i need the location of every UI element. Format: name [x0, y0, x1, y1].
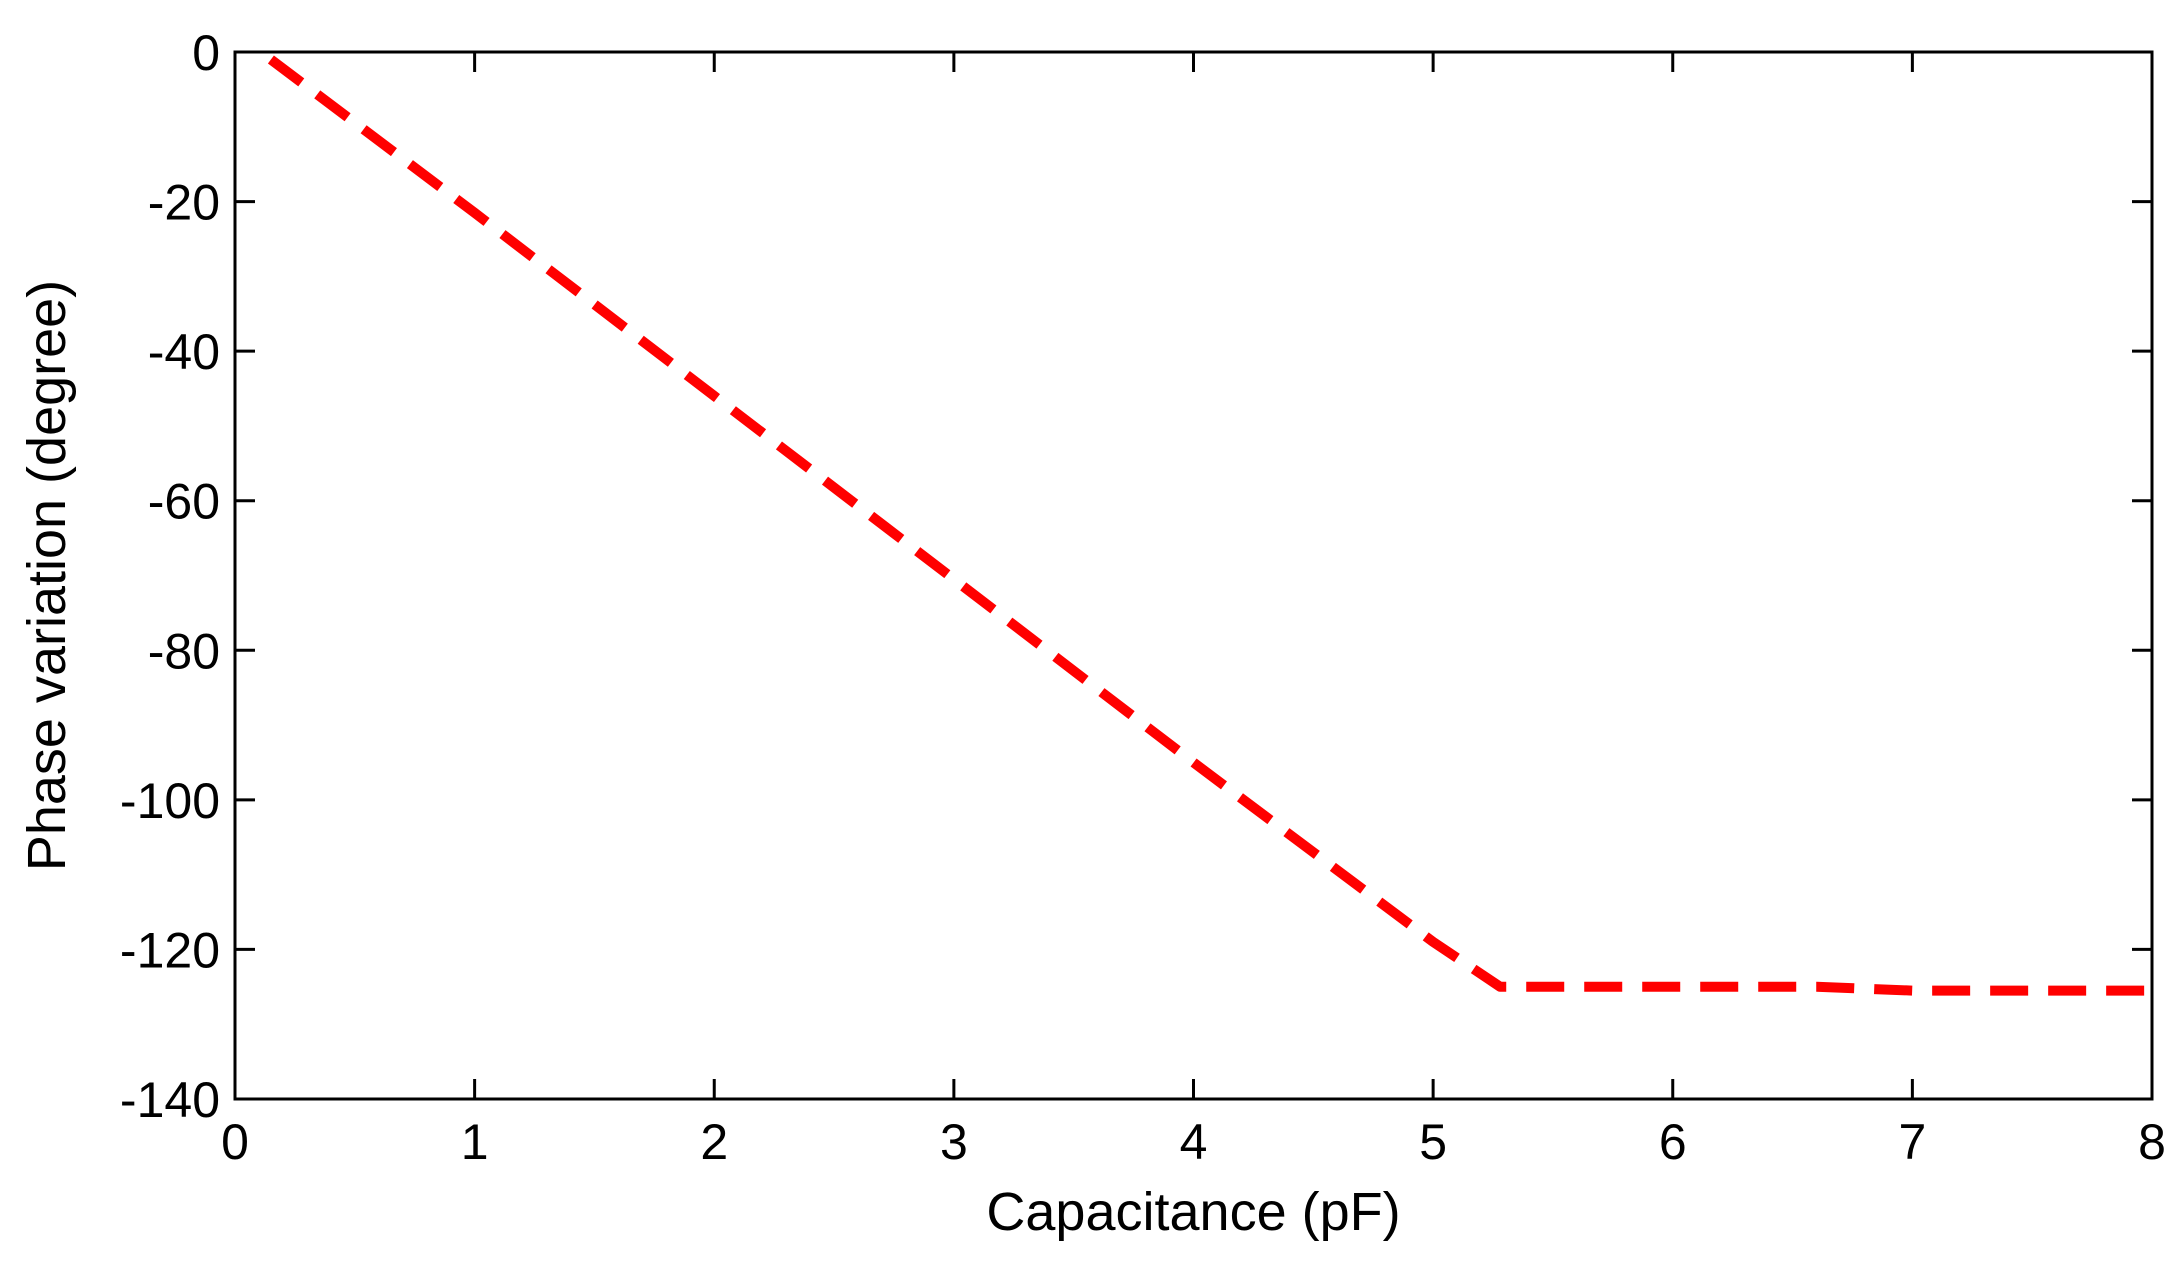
y-tick-label: -60 [148, 474, 220, 530]
x-tick-label: 8 [2138, 1114, 2166, 1170]
series-point [1193, 762, 1194, 763]
series-point [474, 212, 475, 213]
series-point [270, 59, 271, 60]
x-tick-label: 2 [700, 1114, 728, 1170]
x-axis-label: Capacitance (pF) [986, 1182, 1400, 1242]
x-tick-label: 0 [221, 1114, 249, 1170]
y-tick-label: -40 [148, 324, 220, 380]
x-tick-label: 5 [1419, 1114, 1447, 1170]
series-line [267, 55, 2152, 996]
series-point [1912, 990, 1913, 991]
y-tick-label: 0 [192, 25, 220, 81]
series-point [1500, 986, 1501, 987]
y-axis-label: Phase variation (degree) [17, 280, 77, 871]
data-series [267, 55, 2152, 996]
series-point [1816, 986, 1817, 987]
y-tick-label: -140 [120, 1072, 220, 1128]
y-tick-label: -80 [148, 623, 220, 679]
axis-tick-labels: 0 1 2 3 4 5 6 7 8 0 -20 -40 -60 -80 -100 -120 -140 [120, 25, 2166, 1170]
x-tick-label: 6 [1659, 1114, 1687, 1170]
x-tick-label: 1 [461, 1114, 489, 1170]
series-point [714, 396, 715, 397]
x-tick-label: 4 [1180, 1114, 1208, 1170]
y-tick-label: -100 [120, 773, 220, 829]
series-point [953, 579, 954, 580]
x-tick-label: 7 [1898, 1114, 1926, 1170]
y-tick-label: -20 [148, 175, 220, 231]
series-point [1433, 941, 1434, 942]
y-tick-label: -120 [120, 922, 220, 978]
series-point [1672, 986, 1673, 987]
x-tick-label: 3 [940, 1114, 968, 1170]
plot-area-frame [233, 50, 2154, 1101]
